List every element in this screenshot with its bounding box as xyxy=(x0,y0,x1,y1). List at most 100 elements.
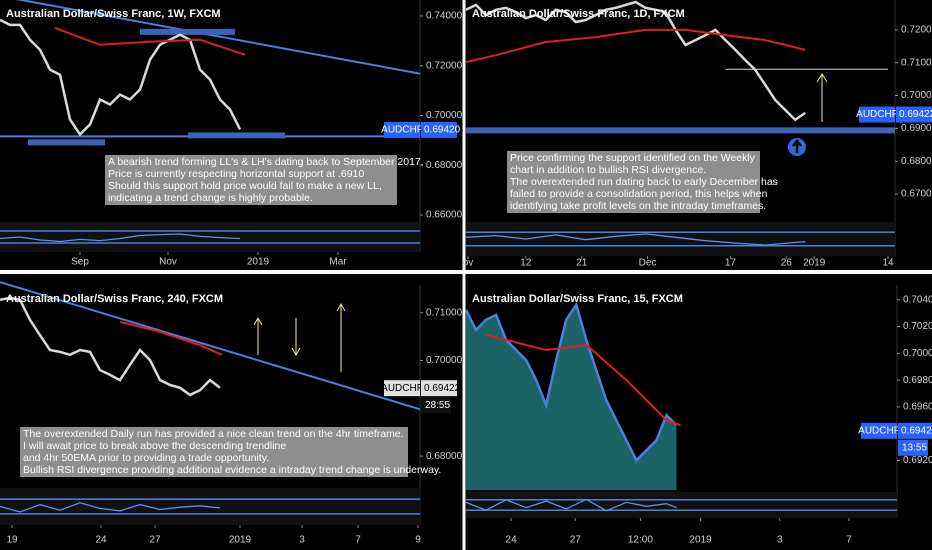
x-tick-label: 2019 xyxy=(229,535,252,546)
x-tick-label: 12 xyxy=(520,258,532,269)
x-tick-label: 7 xyxy=(355,535,361,546)
price-tag xyxy=(421,380,457,397)
arrow xyxy=(816,73,828,122)
symbol-label: AUDCHF xyxy=(856,109,898,120)
symbol-label: AUDCHF xyxy=(381,383,423,394)
y-tick-label: 0.70000 xyxy=(903,348,932,359)
y-tick-label: 0.72000 xyxy=(901,25,932,36)
x-tick-label: 14 xyxy=(882,258,894,269)
y-tick-label: 0.70000 xyxy=(426,110,463,121)
chart-title: Australian Dollar/Swiss Franc, 1D, FXCM xyxy=(472,8,685,20)
x-tick-label: 17 xyxy=(725,258,737,269)
decorations xyxy=(253,73,828,372)
y-tick-label: 0.69200 xyxy=(903,455,932,466)
price-tag xyxy=(898,422,932,439)
symbol-tag xyxy=(861,422,897,439)
rsi-line xyxy=(0,502,221,513)
chart-title: Australian Dollar/Swiss Franc, 240, FXCM xyxy=(6,293,223,305)
x-tick-label: Mar xyxy=(329,257,347,268)
annotation-box xyxy=(105,155,397,205)
x-tick-label: 19 xyxy=(6,535,18,546)
rsi-line xyxy=(465,233,806,246)
annotation-text: chart in addition to bullish RSI diverge… xyxy=(510,164,706,176)
x-tick-label: 21 xyxy=(576,258,588,269)
symbol-tag xyxy=(859,106,895,123)
rsi-line xyxy=(0,233,241,243)
symbol-tag xyxy=(384,121,420,138)
x-tick-label: 2019 xyxy=(247,257,270,268)
y-tick-label: 0.72000 xyxy=(426,60,463,71)
symbol-tag xyxy=(384,380,420,397)
symbol-label: AUDCHF xyxy=(858,425,900,436)
price-area xyxy=(466,304,677,490)
arrow xyxy=(253,316,263,355)
annotation-text: failed to provide a consolidation period… xyxy=(510,188,768,200)
y-tick-label: 0.68000 xyxy=(426,451,463,462)
annotation-box xyxy=(507,151,760,213)
countdown-label: 28:55 xyxy=(425,400,450,411)
countdown-tag xyxy=(421,397,451,414)
x-tick-label: 3 xyxy=(777,535,783,546)
x-tick-label: 12:00 xyxy=(628,535,653,546)
annotation-text: A bearish trend forming LL's & LH's dati… xyxy=(108,156,424,168)
ema-line xyxy=(465,28,806,64)
arrow xyxy=(336,302,346,372)
x-tick-label: Sep xyxy=(71,257,89,268)
x-tick-label: ov xyxy=(463,258,474,269)
ema-line xyxy=(485,333,681,427)
drawing-line xyxy=(0,281,421,411)
x-tick-label: 9 xyxy=(415,535,421,546)
x-tick-label: 3 xyxy=(299,535,305,546)
price-tag-label: 0.69422 xyxy=(424,383,461,394)
y-tick-label: 0.71000 xyxy=(426,307,463,318)
annotation-text: I will await price to break above the de… xyxy=(23,440,286,452)
y-tick-label: 0.70000 xyxy=(426,355,463,366)
rsi-panel xyxy=(466,222,895,256)
chart-title: Australian Dollar/Swiss Franc, 1W, FXCM xyxy=(6,8,221,20)
y-tick-label: 0.66000 xyxy=(426,210,463,221)
annotation-text: identifying take profit levels on the in… xyxy=(510,200,766,212)
annotation-text: The overextended run dating back to earl… xyxy=(510,176,778,188)
x-tick-label: Dec xyxy=(639,258,657,269)
x-tick-label: 27 xyxy=(149,535,161,546)
annotation-box xyxy=(20,427,408,477)
x-tick-label: 2019 xyxy=(803,258,826,269)
price-line xyxy=(465,0,806,122)
price-tag-label: 0.69422 xyxy=(901,425,932,436)
price-tag xyxy=(421,121,457,138)
arrow xyxy=(291,318,301,357)
ema-line xyxy=(119,320,223,356)
x-tick-label: 7 xyxy=(846,535,852,546)
rsi-line xyxy=(465,498,677,512)
annotation-text: Price confirming the support identified … xyxy=(510,152,756,164)
annotation-text: Bullish RSI divergence providing additio… xyxy=(23,464,441,476)
marker-arrow xyxy=(792,138,802,153)
annotation-text: and 4hr 50EMA prior to providing a trade… xyxy=(23,452,269,464)
price-tag xyxy=(896,106,932,123)
symbol-label: AUDCHF xyxy=(381,125,423,136)
x-tick-label: 26 xyxy=(781,258,793,269)
annotation-text: indicating a trend change is highly prob… xyxy=(108,192,313,204)
countdown-label: 13:55 xyxy=(902,442,927,453)
rsi-panel xyxy=(466,492,897,518)
price-line xyxy=(0,18,242,137)
x-tick-label: 27 xyxy=(570,535,582,546)
chart-title: Australian Dollar/Swiss Franc, 15, FXCM xyxy=(472,293,683,305)
annotation-text: Price is currently respecting horizontal… xyxy=(108,168,364,180)
x-tick-label: 2019 xyxy=(689,535,712,546)
y-tick-label: 0.67000 xyxy=(901,189,932,200)
price-tag-label: 0.69422 xyxy=(899,109,932,120)
y-tick-label: 0.71000 xyxy=(901,57,932,68)
x-tick-label: 24 xyxy=(506,535,518,546)
y-tick-label: 0.70000 xyxy=(901,90,932,101)
price-line xyxy=(0,296,221,397)
annotation-text: Should this support hold price would fai… xyxy=(108,180,382,192)
x-tick-label: Nov xyxy=(159,257,177,268)
y-tick-label: 0.68000 xyxy=(901,156,932,167)
